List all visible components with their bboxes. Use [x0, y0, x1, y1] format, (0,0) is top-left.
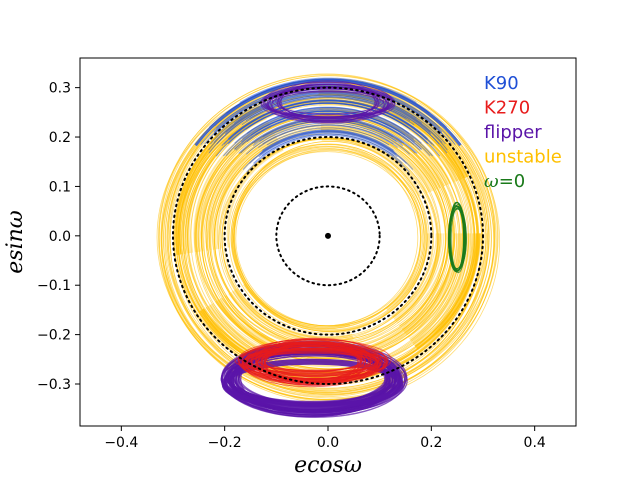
k90-trajectory — [227, 99, 429, 140]
series-omega0 — [447, 201, 467, 274]
k90-trajectory — [225, 109, 431, 157]
unstable-trajectory — [158, 73, 495, 401]
legend-entry: unstable — [484, 147, 562, 168]
k270-trajectory — [251, 337, 379, 382]
y-tick-label: −0.3 — [37, 377, 71, 393]
k90-trajectory — [260, 131, 396, 156]
k90-trajectory — [242, 108, 414, 140]
k270-trajectory — [260, 350, 361, 373]
k270-trajectory — [255, 348, 374, 371]
y-tick-label: 0.2 — [49, 130, 71, 146]
k90-trajectory — [225, 93, 431, 133]
y-tick-label: 0.0 — [49, 229, 71, 245]
x-axis-label: ecosω — [294, 453, 362, 478]
axis-ticks: −0.4 −0.2 0.0 0.2 0.4 −0.3 −0.2 −0.1 0.0 0.1 0.2 0.… — [37, 81, 546, 451]
k90-trajectory — [228, 102, 428, 144]
k90-trajectory — [239, 77, 417, 104]
k90-trajectory — [208, 92, 448, 151]
y-tick-label: −0.2 — [37, 328, 71, 344]
center-point — [325, 232, 331, 239]
y-tick-label: 0.1 — [49, 179, 71, 195]
y-tick-label: −0.1 — [37, 278, 71, 294]
k90-trajectory — [240, 110, 416, 143]
k90-trajectory — [194, 78, 462, 147]
plot-area — [156, 73, 501, 418]
k90-trajectory — [249, 96, 407, 119]
legend-entry: flipper — [484, 122, 542, 143]
reference-circle — [172, 86, 484, 386]
k90-trajectory — [258, 132, 398, 158]
flipper-trajectory — [276, 88, 380, 116]
x-tick-label: −0.2 — [208, 435, 242, 451]
k90-trajectory — [234, 100, 422, 135]
reference-circle — [223, 136, 433, 336]
x-tick-label: 0.0 — [317, 435, 339, 451]
k90-trajectory — [262, 129, 394, 151]
k90-trajectory — [215, 102, 441, 157]
unstable-trajectory — [231, 146, 428, 332]
unstable-trajectory — [234, 143, 425, 331]
unstable-trajectory — [230, 145, 422, 330]
k270-trajectory — [242, 343, 380, 386]
k270-trajectory — [237, 341, 388, 382]
reference-circle — [275, 185, 381, 287]
legend-entry: ω=0 — [484, 171, 525, 192]
k90-trajectory — [234, 110, 422, 150]
x-tick-label: 0.2 — [420, 435, 442, 451]
legend-entry: K270 — [484, 98, 530, 119]
flipper-trajectory — [271, 91, 385, 118]
legend: K90 K270 flipper unstable ω=0 — [484, 73, 562, 192]
flipper-trajectory — [280, 81, 376, 121]
y-tick-label: 0.3 — [49, 81, 71, 97]
k90-trajectory — [246, 134, 410, 173]
k90-trajectory — [234, 106, 422, 144]
k90-trajectory — [266, 127, 390, 146]
k90-trajectory — [258, 124, 398, 149]
flipper-trajectory — [221, 358, 404, 410]
unstable-trajectory — [227, 139, 429, 328]
k90-trajectory — [208, 94, 448, 154]
x-tick-label: 0.4 — [524, 435, 546, 451]
k90-trajectory — [261, 129, 395, 153]
unstable-trajectory — [221, 138, 439, 342]
legend-entry: K90 — [484, 73, 519, 94]
k90-trajectory — [235, 112, 421, 151]
flipper-trajectory — [267, 90, 389, 118]
k90-trajectory — [223, 107, 433, 157]
k90-trajectory — [261, 133, 395, 156]
k90-trajectory — [213, 85, 443, 133]
y-axis-label: esinω — [3, 210, 28, 274]
k90-trajectory — [262, 124, 394, 145]
k90-trajectory — [213, 84, 443, 133]
k90-trajectory — [224, 93, 432, 135]
reference-circles — [172, 86, 484, 386]
x-tick-label: −0.4 — [104, 435, 138, 451]
omega0-trajectory — [448, 205, 465, 272]
unstable-trajectory — [226, 138, 430, 329]
unstable-trajectory — [160, 75, 499, 399]
